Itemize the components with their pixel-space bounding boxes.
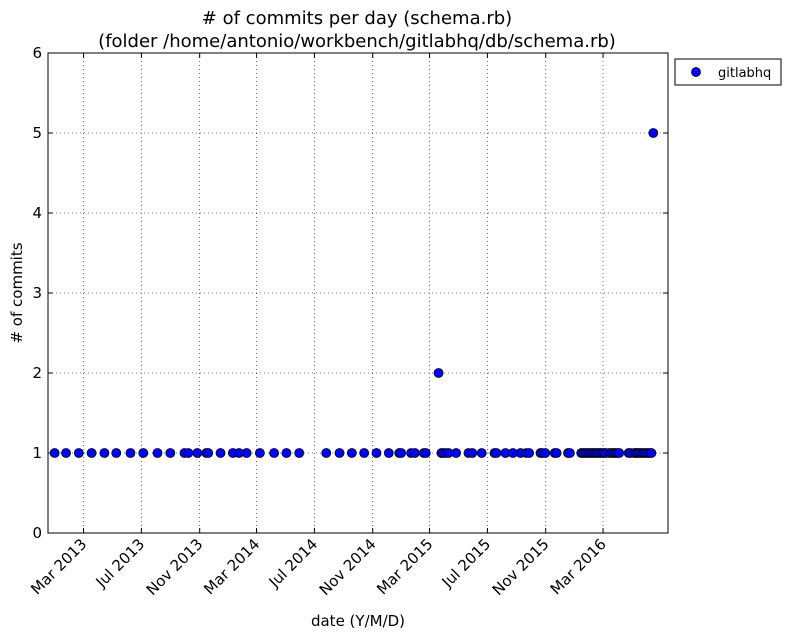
y-axis: 0 1 2 3 4 5 6 bbox=[32, 44, 668, 542]
data-point bbox=[491, 448, 502, 458]
x-tick-label: Jul 2014 bbox=[265, 535, 322, 592]
x-axis-label: date (Y/M/D) bbox=[311, 612, 405, 630]
data-point bbox=[467, 448, 478, 458]
y-tick-label: 1 bbox=[32, 444, 42, 462]
data-point bbox=[614, 448, 625, 458]
x-tick-label: Mar 2014 bbox=[200, 535, 263, 598]
data-point bbox=[73, 448, 84, 458]
data-point bbox=[420, 448, 431, 458]
data-point bbox=[396, 448, 407, 458]
data-point bbox=[433, 368, 444, 378]
data-point bbox=[215, 448, 226, 458]
legend-label: gitlabhq bbox=[718, 66, 771, 81]
y-axis-label: # of commits bbox=[8, 242, 26, 343]
y-tick-label: 0 bbox=[32, 524, 42, 542]
x-tick-label: Nov 2014 bbox=[316, 535, 380, 599]
chart-title: # of commits per day (schema.rb) bbox=[202, 8, 512, 29]
data-point bbox=[409, 448, 420, 458]
data-point bbox=[524, 448, 535, 458]
data-point bbox=[540, 448, 551, 458]
data-point bbox=[451, 448, 462, 458]
x-tick-label: Nov 2013 bbox=[143, 535, 207, 599]
y-tick-label: 4 bbox=[32, 204, 42, 222]
data-point bbox=[183, 448, 194, 458]
x-tick-label: Jul 2015 bbox=[438, 535, 495, 592]
data-point bbox=[476, 448, 487, 458]
y-tick-label: 3 bbox=[32, 284, 42, 302]
data-point bbox=[551, 448, 562, 458]
legend: gitlabhq bbox=[674, 58, 782, 86]
data-point bbox=[281, 448, 292, 458]
data-point bbox=[61, 448, 71, 458]
data-point bbox=[49, 448, 60, 458]
data-point bbox=[371, 448, 382, 458]
data-point bbox=[294, 448, 305, 458]
data-point bbox=[192, 448, 203, 458]
data-point bbox=[138, 448, 149, 458]
data-point bbox=[269, 448, 280, 458]
data-point bbox=[359, 448, 370, 458]
plot-frame bbox=[47, 52, 669, 534]
y-tick-label: 2 bbox=[32, 364, 42, 382]
data-point bbox=[125, 448, 136, 458]
y-tick-label: 6 bbox=[32, 44, 42, 62]
data-point bbox=[321, 448, 332, 458]
data-point bbox=[564, 448, 575, 458]
data-point bbox=[203, 448, 214, 458]
data-point bbox=[99, 448, 110, 458]
y-tick-label: 5 bbox=[32, 124, 42, 142]
data-point bbox=[648, 128, 659, 138]
data-point bbox=[86, 448, 97, 458]
x-tick-label: Mar 2013 bbox=[27, 535, 90, 598]
data-point bbox=[241, 448, 252, 458]
x-tick-label: Jul 2013 bbox=[92, 535, 149, 592]
data-point bbox=[111, 448, 122, 458]
data-point bbox=[254, 448, 265, 458]
legend-marker bbox=[691, 67, 701, 77]
data-points bbox=[49, 128, 659, 458]
x-tick-label: Nov 2015 bbox=[489, 535, 553, 599]
x-tick-label: Mar 2016 bbox=[547, 535, 610, 598]
data-point bbox=[646, 448, 657, 458]
data-point bbox=[165, 448, 176, 458]
chart-subtitle: (folder /home/antonio/workbench/gitlabhq… bbox=[98, 31, 616, 52]
x-tick-label: Mar 2015 bbox=[373, 535, 436, 598]
data-point bbox=[152, 448, 163, 458]
data-point bbox=[346, 448, 357, 458]
data-point bbox=[383, 448, 394, 458]
data-point bbox=[334, 448, 345, 458]
